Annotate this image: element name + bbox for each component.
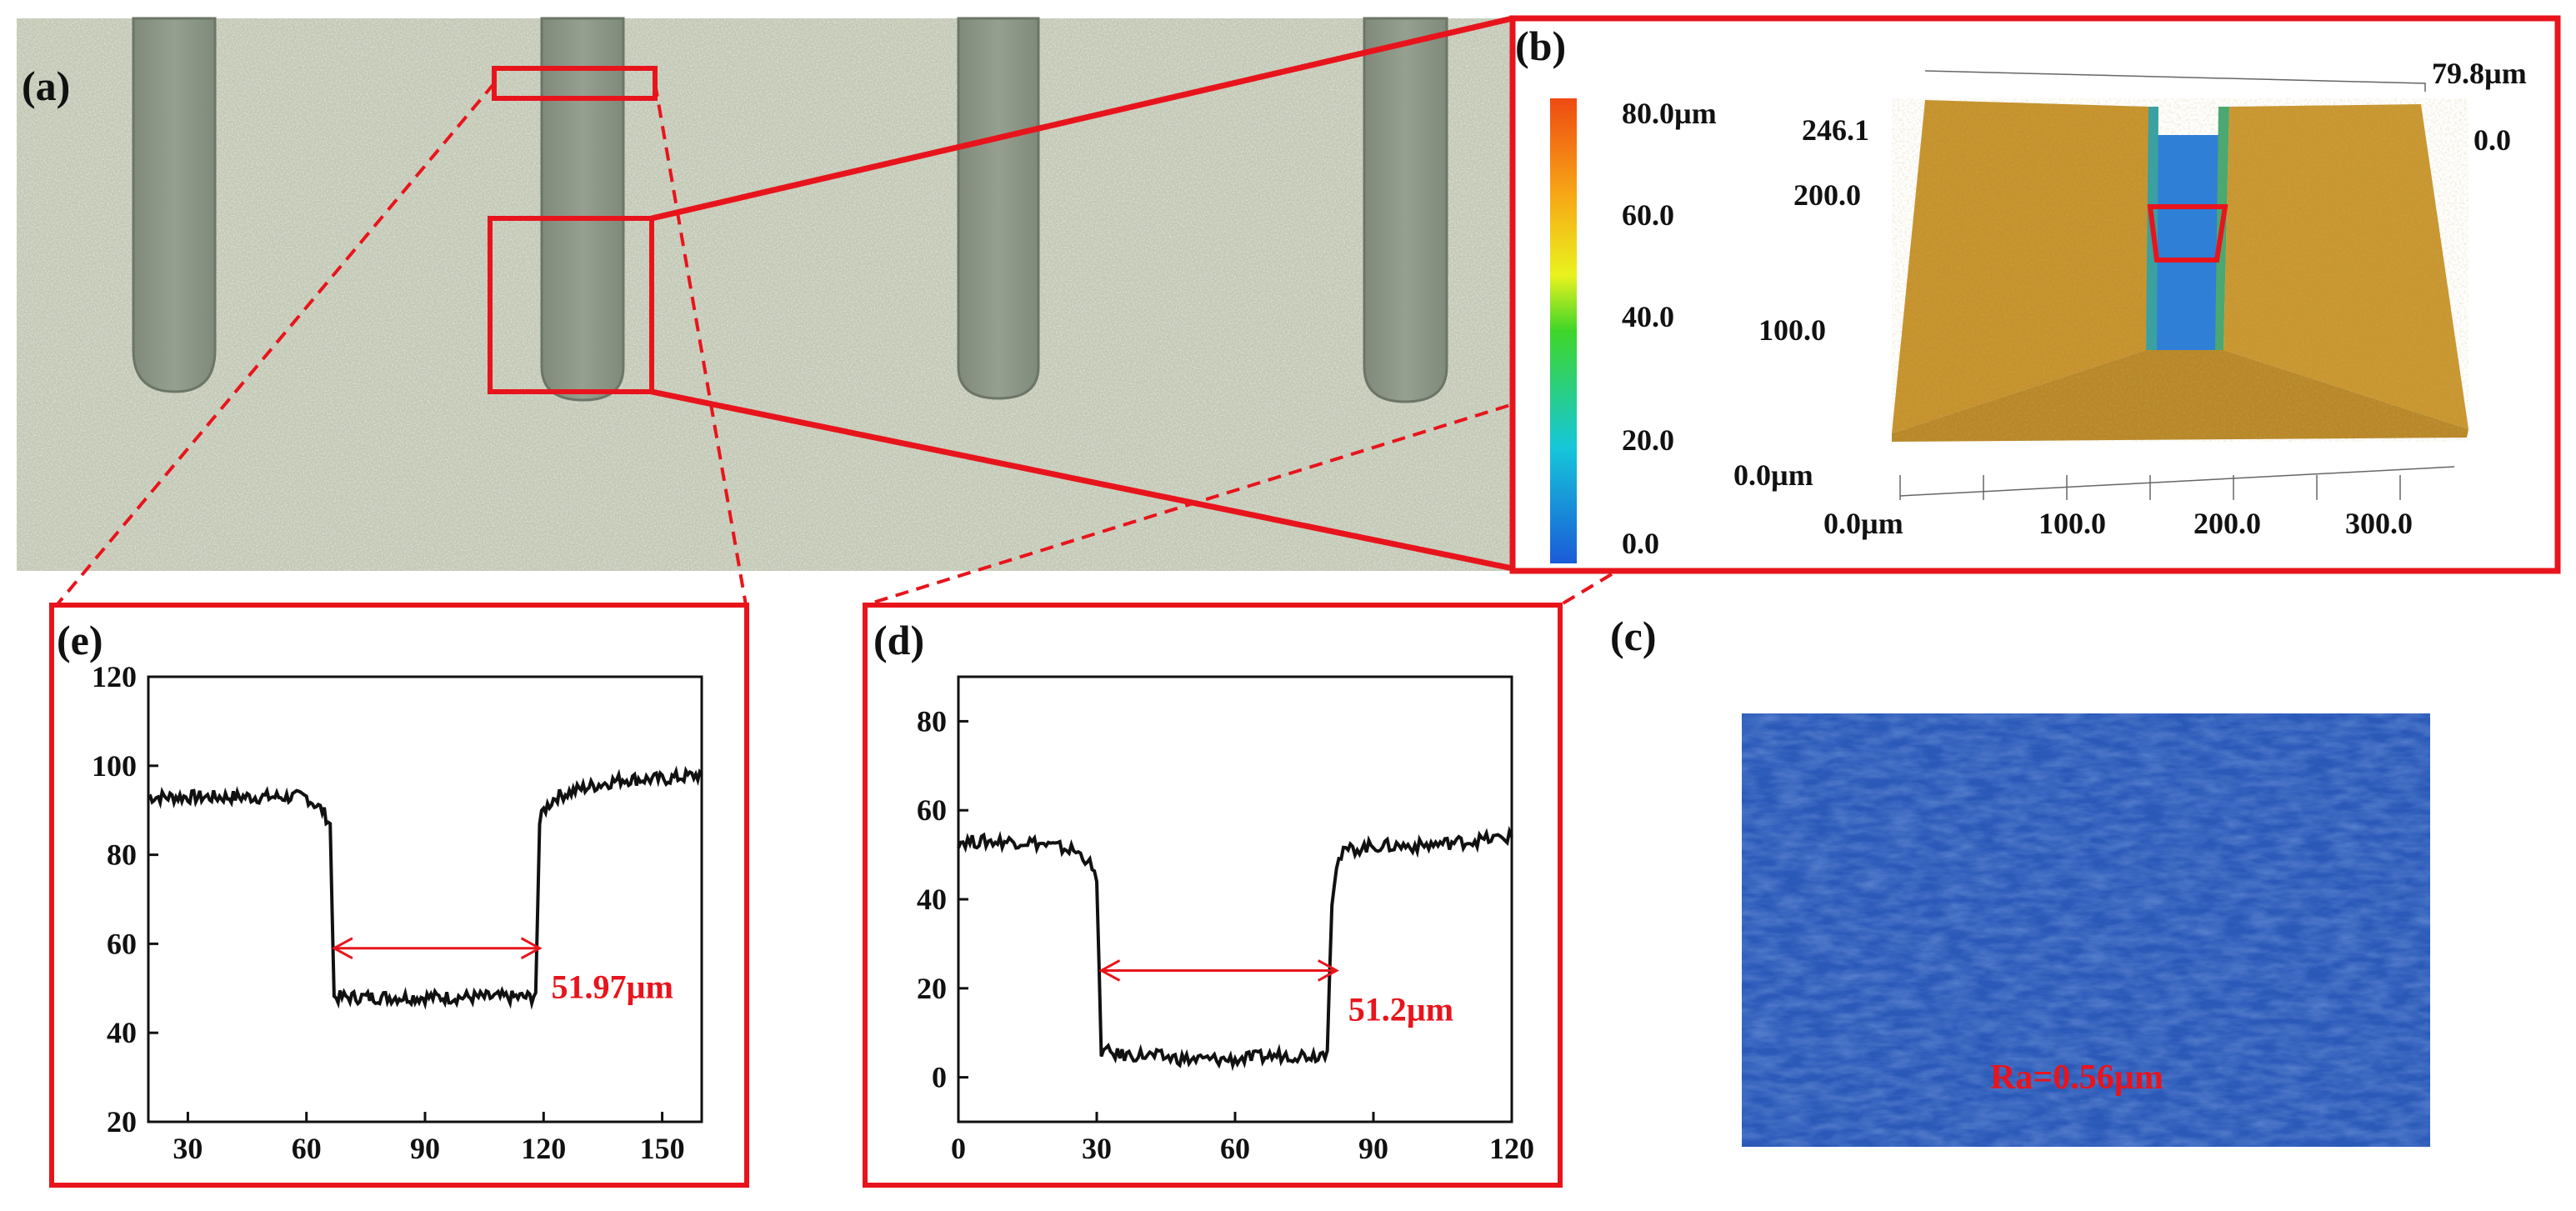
panel-label-a: (a) [22,63,70,109]
inset-box-large [488,216,654,394]
surface-axis-labels: 79.8µm 0.0 246.1 200.0 100.0 0.0µm 0.0µm… [1733,57,2527,540]
colorbar-tick: 20.0 [1622,423,1674,457]
colorbar-tick: 80.0µm [1622,97,1717,130]
panel-e-frame [49,603,749,1188]
panel-a: (a) [17,17,1523,571]
y-tick-label: 100 [92,749,137,783]
panel-label-c: (c) [1610,613,1657,659]
x-tick-label: 60 [1220,1132,1250,1165]
y-tick-label: 20 [917,972,947,1005]
x-tick-label: 100.0 [2038,507,2106,540]
panel-label-b: (b) [1515,23,1566,69]
panel-d: (d) 0 30 60 90 120 80 60 40 20 0 51.2µm [863,603,1563,1188]
groove-2 [540,17,625,402]
y-tick-label: 100.0 [1758,313,1826,347]
axis-line [1899,466,2455,497]
y-tick-label: 200.0 [1793,178,1861,212]
panel-c: (c) Ra=0.56µm [1610,613,2430,1147]
x-tick-label: 150 [640,1132,685,1165]
connector-a-e-right [653,83,748,606]
groove-4 [1363,17,1448,403]
panel-e: (e) 30 60 90 120 150 120 100 80 60 40 20 51.97µm [49,603,749,1188]
connector-a-b-top [651,15,1513,222]
arrow-head-left [331,937,353,960]
z-max-label: 79.8µm [2432,57,2527,90]
y-origin-label: 0.0µm [1733,458,1813,492]
x-tick-label: 120 [1489,1132,1534,1165]
profile-line [148,765,703,1010]
x-tick-label: 120 [521,1132,566,1165]
colorbar-tick: 0.0 [1622,527,1659,560]
micrograph-grooves [132,17,1448,403]
y-tick-label: 60 [107,927,137,960]
z-min-label: 0.0 [2473,123,2511,157]
width-annotation: 51.2µm [1348,990,1453,1028]
roughness-label: Ra=0.56µm [1990,1058,2163,1097]
profile-chart-e: 30 60 90 120 150 120 100 80 60 40 20 51.97µm [92,660,703,1165]
panel-label-d: (d) [873,617,924,663]
colorbar [1550,98,1577,563]
colorbar-tick: 40.0 [1622,300,1674,333]
surface-inset-box [2147,204,2228,263]
width-annotation: 51.97µm [552,968,673,1006]
y-tick-label: 40 [917,883,947,916]
colorbar-ticks: 80.0µm 60.0 40.0 20.0 0.0 [1622,97,1717,560]
x-tick-label: 30 [1082,1132,1112,1165]
surface-groove [2154,135,2223,350]
profile-chart-d: 0 30 60 90 120 80 60 40 20 0 51.2µm [917,675,1534,1165]
x-tick-label: 0.0µm [1823,507,1903,540]
x-tick-label: 300.0 [2345,507,2413,540]
connector-a-b-bottom [651,388,1513,572]
x-tick-label: 30 [173,1132,203,1165]
profile-line [957,825,1513,1072]
x-tick-label: 0 [951,1132,966,1165]
x-tick-label: 90 [410,1132,440,1165]
y-top-label: 246.1 [1802,113,1869,147]
y-tick-label: 60 [917,793,947,827]
panel-b: (b) 80.0µm 60.0 40.0 20.0 0.0 7 [1509,15,2561,574]
roughness-texture [1742,713,2430,1147]
colorbar-tick: 60.0 [1622,198,1674,232]
arrow-head-right [520,937,543,960]
y-tick-label: 120 [92,660,137,693]
y-tick-label: 0 [932,1061,947,1094]
y-tick-label: 20 [107,1105,137,1138]
back-frame [1924,70,2426,92]
y-tick-label: 80 [917,704,947,738]
y-tick-label: 40 [107,1016,137,1049]
x-tick-label: 90 [1358,1132,1388,1165]
groove-1 [132,17,217,393]
micrograph-grain [17,18,1523,571]
groove-3 [957,17,1040,400]
panel-d-frame [863,603,1563,1188]
panel-label-e: (e) [57,617,103,663]
y-tick-label: 80 [107,838,137,872]
arrow-head-left [1098,959,1121,982]
x-tick-label: 200.0 [2193,507,2261,540]
connector-a-e-left [55,82,496,607]
x-tick-label: 60 [292,1132,322,1165]
plot-area [147,675,703,1123]
surface-wireframe [1899,70,2455,500]
arrow-head-right [1318,959,1339,982]
